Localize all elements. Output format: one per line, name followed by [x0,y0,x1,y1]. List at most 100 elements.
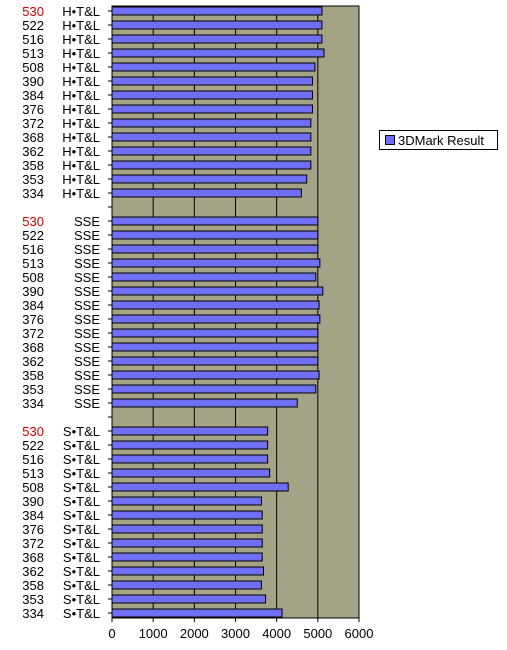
category-mode-label: SSE [74,382,100,397]
category-mode-label: S•T&L [63,564,100,579]
x-tick-label: 4000 [262,626,291,641]
category-mode-label: SSE [74,340,100,355]
bar [111,174,308,184]
x-axis: 0 1000 2000 3000 4000 5000 6000 [108,618,373,641]
category-model-label: 384 [22,298,44,313]
category-mode-label: H•T&L [62,60,100,75]
category-mode-label: H•T&L [62,186,100,201]
category-model-label: 376 [22,312,44,327]
category-mode-label: H•T&L [62,4,100,19]
category-model-label: 513 [22,466,44,481]
bar [111,146,312,156]
category-mode-label: S•T&L [63,424,100,439]
bar [111,384,317,394]
bar [111,524,263,534]
bar [111,594,267,604]
category-mode-label: SSE [74,270,100,285]
category-model-label: 358 [22,158,44,173]
bar [111,356,319,366]
bar [111,370,320,380]
bar [111,482,289,492]
category-model-label: 390 [22,74,44,89]
category-model-label: 522 [22,18,44,33]
category-mode-label: SSE [74,214,100,229]
category-model-label: 368 [22,550,44,565]
category-mode-label: H•T&L [62,172,100,187]
x-tick-label: 6000 [345,626,374,641]
bar [111,118,312,128]
category-model-label: 530 [22,214,44,229]
bar [111,104,313,114]
category-mode-label: SSE [74,312,100,327]
category-mode-label: H•T&L [62,74,100,89]
bar [111,48,325,58]
legend: 3DMark Result [379,130,498,150]
category-mode-label: SSE [74,354,100,369]
category-mode-label: H•T&L [62,102,100,117]
category-mode-label: SSE [74,326,100,341]
bar [111,258,321,268]
category-model-label: 376 [22,522,44,537]
category-mode-label: SSE [74,284,100,299]
bar [111,62,316,72]
category-model-label: 353 [22,382,44,397]
bar [111,272,317,282]
category-model-label: 358 [22,368,44,383]
category-model-label: 390 [22,494,44,509]
category-model-label: 522 [22,228,44,243]
bar [111,552,263,562]
category-mode-label: H•T&L [62,130,100,145]
category-model-label: 516 [22,32,44,47]
bar [111,510,263,520]
category-model-label: 353 [22,592,44,607]
category-model-label: 368 [22,130,44,145]
category-model-label: 362 [22,564,44,579]
bar [111,20,323,30]
category-mode-label: S•T&L [63,550,100,565]
bar [111,76,313,86]
bar [111,328,319,338]
bar [111,34,323,44]
category-model-label: 362 [22,354,44,369]
category-mode-label: S•T&L [63,480,100,495]
bar [111,188,302,198]
category-model-label: 372 [22,326,44,341]
category-model-label: 334 [22,396,44,411]
bar [111,440,269,450]
category-model-label: 522 [22,438,44,453]
category-mode-label: H•T&L [62,88,100,103]
category-model-label: 353 [22,172,44,187]
category-mode-label: S•T&L [63,438,100,453]
category-mode-label: SSE [74,242,100,257]
category-model-label: 530 [22,424,44,439]
category-model-label: 508 [22,270,44,285]
category-model-label: 362 [22,144,44,159]
category-model-label: 530 [22,4,44,19]
category-model-label: 516 [22,242,44,257]
category-model-label: 372 [22,116,44,131]
category-labels: 530 H•T&L 522 H•T&L 516 H•T&L 513 H•T&L 508 H•T&L… [22,4,112,621]
category-model-label: 334 [22,186,44,201]
bar [111,230,319,240]
bar [111,580,262,590]
category-mode-label: SSE [74,228,100,243]
bar [111,342,319,352]
category-model-label: 372 [22,536,44,551]
legend-label: 3DMark Result [398,132,484,148]
category-model-label: 384 [22,508,44,523]
category-mode-label: H•T&L [62,18,100,33]
category-model-label: 368 [22,340,44,355]
category-mode-label: SSE [74,256,100,271]
bars [111,6,325,618]
category-mode-label: SSE [74,368,100,383]
bar [111,398,298,408]
category-model-label: 334 [22,606,44,621]
category-mode-label: H•T&L [62,46,100,61]
bar [111,90,313,100]
bar [111,538,263,548]
bar [111,300,320,310]
category-mode-label: SSE [74,396,100,411]
category-mode-label: H•T&L [62,158,100,173]
category-mode-label: S•T&L [63,508,100,523]
category-model-label: 384 [22,88,44,103]
